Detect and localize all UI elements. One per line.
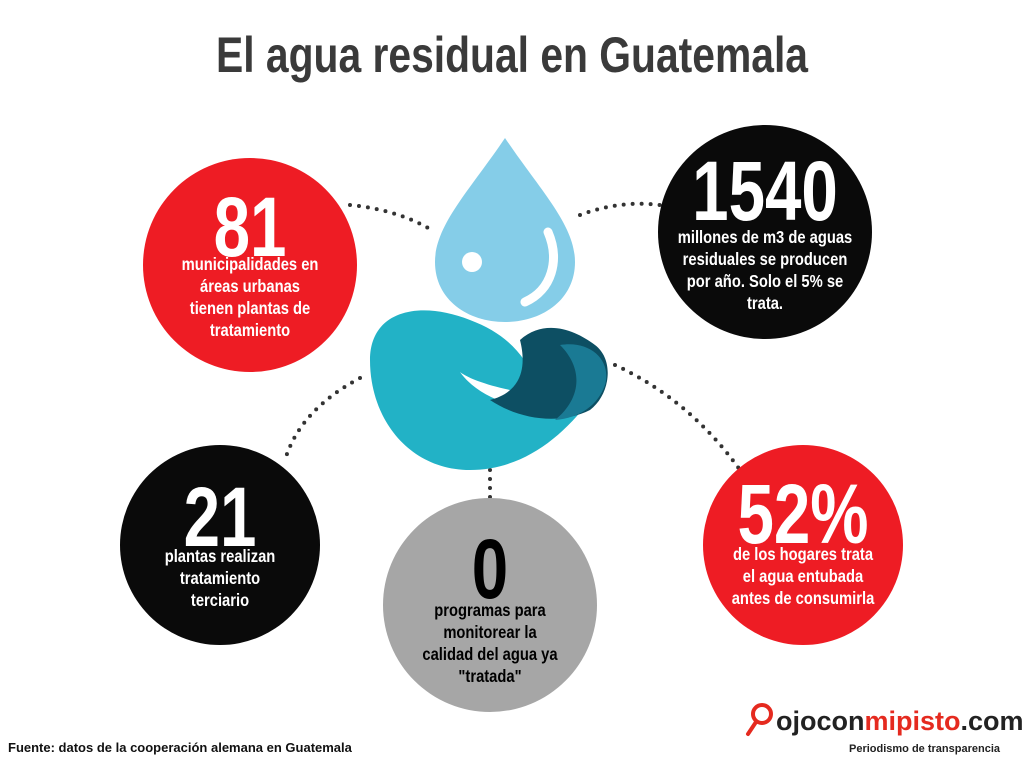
stat-label: terciario <box>191 591 249 611</box>
stat-label: municipalidades en <box>182 255 319 275</box>
stat-circle <box>658 125 872 339</box>
stat-label: antes de consumirla <box>732 589 875 609</box>
stat-label: de los hogares trata <box>733 545 874 565</box>
stat-label: programas para <box>434 601 546 621</box>
stat-label: el agua entubada <box>743 567 864 587</box>
stat-label: calidad del agua ya <box>422 645 558 665</box>
brand-icon <box>751 703 773 725</box>
title: El agua residual en Guatemala <box>216 27 809 83</box>
stat-circle <box>703 445 903 645</box>
stat-label: residuales se producen <box>683 250 848 270</box>
stat-label: tratamiento <box>210 321 290 341</box>
brand-part: ojocon <box>776 706 865 736</box>
brand-part: mipisto <box>865 706 961 736</box>
connector <box>613 363 742 472</box>
stat-circle <box>383 498 597 712</box>
stat-label: áreas urbanas <box>200 277 300 297</box>
stat-label: tratamiento <box>180 569 260 589</box>
stat-value: 52% <box>737 467 868 561</box>
stat-value: 1540 <box>692 144 838 238</box>
stat-label: "tratada" <box>458 667 521 687</box>
connector <box>578 201 662 217</box>
brand: ojoconmipisto.com Periodismo de transpar… <box>746 703 1024 755</box>
stat-circle <box>143 158 357 372</box>
brand-part: .com <box>961 706 1024 736</box>
connector <box>348 203 437 234</box>
brand-icon <box>746 720 758 736</box>
stat-label: monitorear la <box>443 623 537 643</box>
stat-label: tienen plantas de <box>190 299 310 319</box>
stat-value: 81 <box>214 180 287 274</box>
stat-value: 0 <box>472 522 508 616</box>
connector <box>283 376 362 462</box>
stat-label: plantas realizan <box>165 547 276 567</box>
stat-circle <box>120 445 320 645</box>
stat-label: por año. Solo el 5% se <box>687 272 843 292</box>
brand-tagline: Periodismo de transparencia <box>849 743 1001 755</box>
stat-label: millones de m3 de aguas <box>678 228 852 248</box>
brand-name: ojoconmipisto.com <box>776 706 1024 736</box>
water-icon <box>370 138 608 470</box>
source: Fuente: datos de la cooperación alemana … <box>8 740 353 755</box>
stat-value: 21 <box>184 470 257 564</box>
stat-label: trata. <box>747 294 783 314</box>
